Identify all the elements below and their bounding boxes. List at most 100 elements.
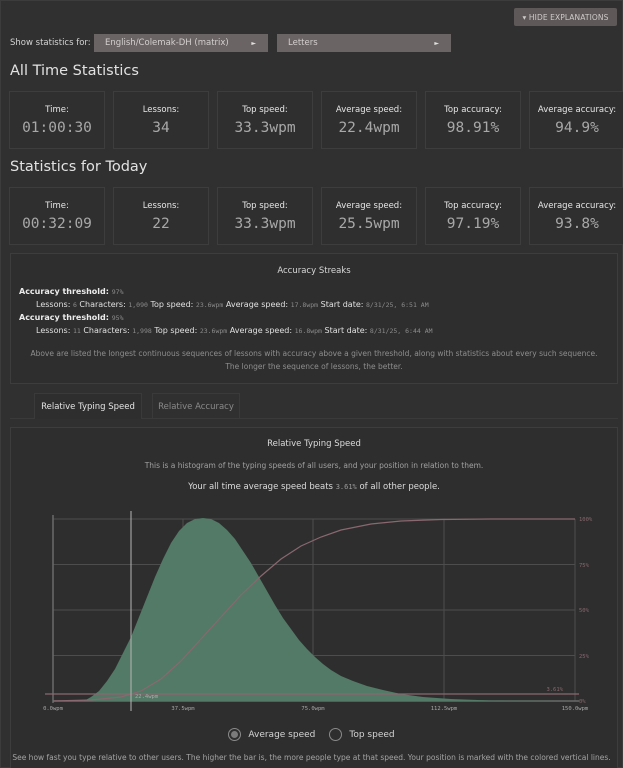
panel-description: This is a histogram of the typing speeds… — [144, 461, 484, 470]
streak-threshold: Accuracy threshold: 97% — [19, 287, 124, 296]
streaks-title: Accuracy Streaks — [277, 266, 351, 276]
streak-detail: Lessons: 6 Characters: 1,090 Top speed: … — [36, 300, 429, 309]
stat-value: 22 — [152, 215, 170, 232]
avg-speed-label: Average speed: — [229, 326, 293, 335]
percentile-label: 3.61% — [546, 687, 563, 693]
stat-label: Top accuracy: — [444, 200, 502, 211]
all-time-title: All Time Statistics — [10, 63, 139, 79]
chart-footnote: See how fast you type relative to other … — [12, 753, 611, 762]
x-tick: 150.0wpm — [562, 706, 589, 712]
cumulative-line — [52, 518, 575, 702]
speed-type-radio-group: Average speed Top speed — [1, 728, 622, 741]
stat-value: 94.9% — [555, 119, 599, 136]
y-tick: 100% — [579, 517, 593, 523]
stat-card-top-accuracy: Top accuracy: 98.91% — [425, 91, 521, 149]
today-stats: Time: 00:32:09 Lessons: 22 Top speed: 33.3w… — [9, 187, 623, 245]
stat-value: 34 — [152, 119, 170, 136]
threshold-label: Accuracy threshold: — [19, 313, 109, 322]
accuracy-streaks-panel: Accuracy Streaks Accuracy threshold: 97%… — [10, 253, 618, 384]
threshold-value: 97% — [111, 288, 124, 296]
right-axis-labels: 0% 25% 50% 75% 100% — [579, 517, 593, 705]
all-time-stats: Time: 01:00:30 Lessons: 34 Top speed: 33.3w… — [9, 91, 623, 149]
x-tick: 37.5wpm — [171, 706, 195, 712]
top-speed-value: 23.6wpm — [199, 327, 228, 335]
stat-value: 00:32:09 — [22, 215, 92, 232]
start-date-label: Start date: — [320, 300, 364, 309]
radio-top-speed[interactable]: Top speed — [329, 728, 395, 741]
y-tick: 75% — [579, 563, 590, 569]
stat-value: 22.4wpm — [338, 119, 400, 136]
stat-value: 97.19% — [446, 215, 500, 232]
stat-label: Average speed: — [335, 104, 403, 115]
stat-card-average-speed: Average speed: 25.5wpm — [321, 187, 417, 245]
stat-value: 98.91% — [446, 119, 500, 136]
beats-suffix: of all other people. — [359, 482, 440, 492]
top-speed-label: Top speed: — [154, 326, 198, 335]
tab-relative-accuracy[interactable]: Relative Accuracy — [152, 393, 240, 419]
stat-label: Top speed: — [242, 104, 288, 115]
radio-unselected-icon[interactable] — [329, 728, 343, 741]
x-tick: 0.0wpm — [43, 706, 64, 712]
stat-value: 33.3wpm — [234, 119, 296, 136]
mode-select-value: Letters — [288, 38, 318, 48]
y-tick: 25% — [579, 654, 590, 660]
your-speed-label: 22.4wpm — [135, 694, 159, 700]
lessons-value: 6 — [72, 301, 77, 309]
y-tick: 0% — [579, 699, 586, 705]
radio-average-speed[interactable]: Average speed — [228, 728, 315, 741]
x-tick: 112.5wpm — [431, 706, 458, 712]
stat-value: 25.5wpm — [338, 215, 400, 232]
stat-label: Lessons: — [142, 104, 180, 115]
stat-label: Time: — [45, 200, 69, 211]
layout-select[interactable]: English/Colemak-DH (matrix) ► — [94, 34, 268, 52]
x-tick: 75.0wpm — [301, 706, 325, 712]
stat-card-average-speed: Average speed: 22.4wpm — [321, 91, 417, 149]
today-title: Statistics for Today — [10, 159, 148, 175]
radio-label: Average speed — [248, 729, 316, 740]
stat-card-top-speed: Top speed: 33.3wpm — [217, 91, 313, 149]
chevron-right-icon: ► — [251, 39, 256, 47]
stat-card-lessons: Lessons: 34 — [113, 91, 209, 149]
start-date-label: Start date: — [324, 326, 368, 335]
mode-select[interactable]: Letters ► — [277, 34, 451, 52]
radio-selected-icon[interactable] — [228, 728, 242, 741]
relative-speed-panel: Relative Typing Speed This is a histogra… — [10, 427, 618, 768]
histogram-bars — [84, 518, 575, 701]
avg-speed-value: 17.8wpm — [290, 301, 319, 309]
stat-card-time: Time: 00:32:09 — [9, 187, 105, 245]
stat-card-time: Time: 01:00:30 — [9, 91, 105, 149]
stat-label: Average speed: — [335, 200, 403, 211]
speed-histogram-chart: 22.4wpm 3.61% 0.0wpm 37.5wpm 75.0wpm 112… — [43, 511, 593, 712]
layout-select-value: English/Colemak-DH (matrix) — [105, 38, 229, 48]
top-speed-value: 23.6wpm — [195, 301, 224, 309]
top-speed-label: Top speed: — [150, 300, 194, 309]
stat-value: 33.3wpm — [234, 215, 296, 232]
characters-value: 1,090 — [128, 301, 148, 309]
avg-speed-label: Average speed: — [225, 300, 289, 309]
characters-label: Characters: — [79, 300, 126, 309]
panel-title: Relative Typing Speed — [267, 439, 361, 449]
stat-label: Lessons: — [142, 200, 180, 211]
threshold-value: 95% — [111, 314, 124, 322]
streak-threshold: Accuracy threshold: 95% — [19, 313, 124, 322]
stat-label: Top speed: — [242, 200, 288, 211]
lessons-label: Lessons: — [36, 326, 71, 335]
stat-card-lessons: Lessons: 22 — [113, 187, 209, 245]
x-tick-labels: 0.0wpm 37.5wpm 75.0wpm 112.5wpm 150.0wpm — [43, 706, 589, 712]
lessons-value: 11 — [72, 327, 81, 335]
hide-explanations-button[interactable]: ▾ HIDE EXPLANATIONS — [514, 8, 617, 26]
lessons-label: Lessons: — [36, 300, 71, 309]
streak-detail: Lessons: 11 Characters: 1,998 Top speed:… — [36, 326, 433, 335]
stat-label: Average accuracy: — [537, 200, 617, 211]
start-date-value: 8/31/25, 6:44 AM — [369, 327, 433, 335]
tab-relative-typing-speed[interactable]: Relative Typing Speed — [34, 393, 142, 419]
beats-summary: Your all time average speed beats 3.61% … — [11, 482, 617, 492]
streaks-explanation: Above are listed the longest continuous … — [30, 349, 598, 371]
stat-label: Average accuracy: — [537, 104, 617, 115]
stat-card-top-speed: Top speed: 33.3wpm — [217, 187, 313, 245]
chart-tabs: Relative Typing Speed Relative Accuracy — [10, 393, 618, 419]
stat-label: Top accuracy: — [444, 104, 502, 115]
threshold-label: Accuracy threshold: — [19, 287, 109, 296]
beats-value: 3.61% — [335, 483, 357, 491]
stat-card-average-accuracy: Average accuracy: 93.8% — [529, 187, 623, 245]
